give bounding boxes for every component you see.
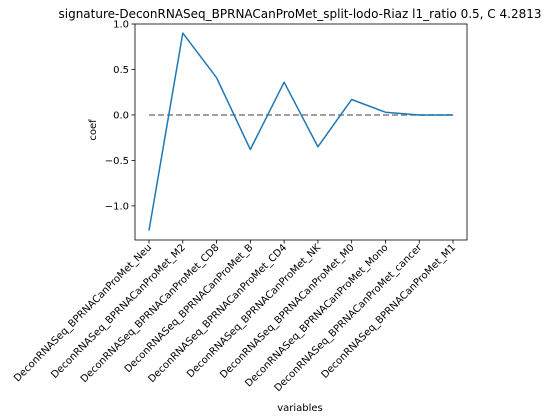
plot-area: 1.00.50.0−0.5−1.0DeconRNASeq_BPRNACanPro…: [12, 20, 468, 394]
y-tick-label-2: 0.0: [113, 110, 129, 121]
y-axis-title: coef: [88, 119, 99, 141]
y-tick-label-1: 0.5: [113, 65, 129, 76]
series-line-0: [148, 32, 453, 231]
y-tick-label-3: −0.5: [105, 156, 129, 167]
x-axis-title: variables: [277, 403, 323, 414]
chart-title: signature-DeconRNASeq_BPRNACanProMet_spl…: [58, 7, 541, 21]
y-tick-label-0: 1.0: [113, 20, 129, 31]
y-tick-label-4: −1.0: [105, 201, 129, 212]
plot-frame: [134, 23, 468, 241]
